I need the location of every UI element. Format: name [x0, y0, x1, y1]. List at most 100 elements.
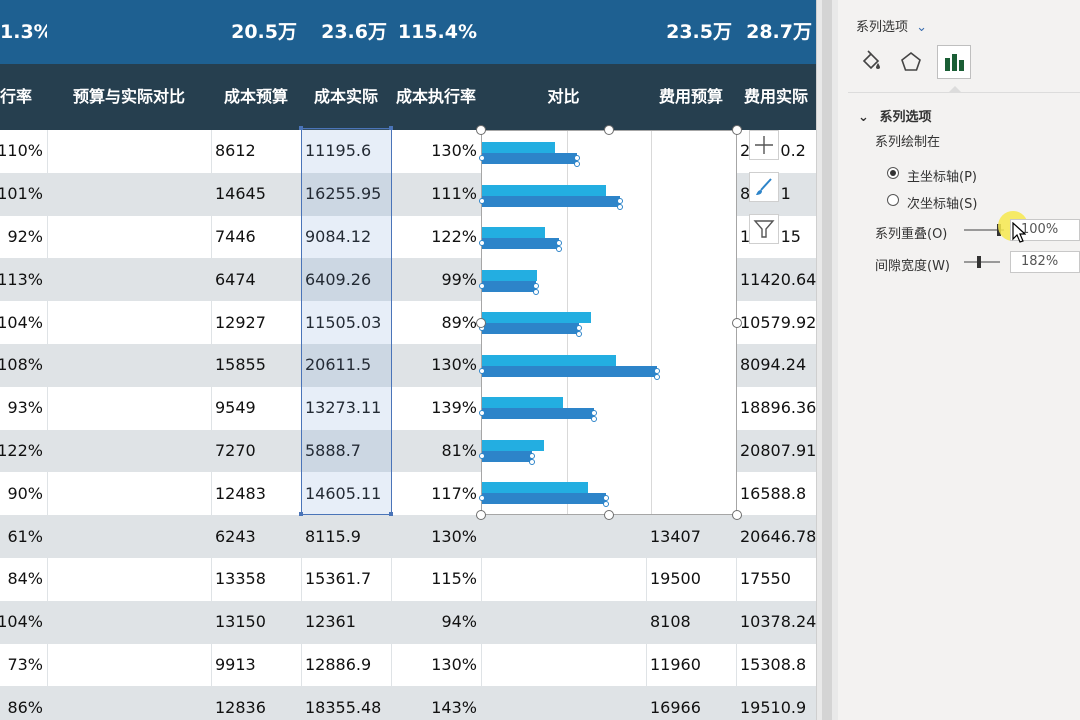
column-header[interactable]: 成本实际 — [313, 87, 378, 106]
bar-cost-budget[interactable] — [482, 397, 563, 409]
table-cell[interactable]: 6243 — [215, 526, 256, 546]
bar-cost-actual[interactable] — [482, 493, 606, 505]
table-cell[interactable]: 8094.24 — [740, 355, 807, 375]
bar-cost-budget[interactable] — [482, 439, 544, 451]
data-point-marker[interactable] — [533, 288, 540, 295]
column-header[interactable]: 成本执行率 — [395, 87, 476, 106]
table-cell[interactable]: 13150 — [215, 612, 266, 632]
table-cell[interactable]: 12361 — [305, 612, 356, 632]
bar-cost-actual[interactable] — [482, 238, 559, 250]
data-point-marker[interactable] — [528, 458, 535, 465]
table-cell[interactable]: 11960 — [650, 654, 701, 674]
table-cell[interactable]: 14605.11 — [305, 483, 382, 503]
table-cell[interactable]: 12927 — [215, 312, 266, 332]
bar-cost-budget[interactable] — [482, 142, 555, 153]
table-cell[interactable]: 7270 — [215, 440, 256, 460]
resize-handle[interactable] — [732, 125, 742, 135]
data-point-marker[interactable] — [479, 367, 485, 374]
chart-elements-button[interactable] — [749, 130, 779, 160]
table-cell[interactable]: 115% — [431, 569, 477, 589]
overlap-input[interactable]: 100% — [1010, 219, 1080, 241]
table-cell[interactable]: 84% — [7, 569, 43, 589]
table-cell[interactable]: 7446 — [215, 226, 256, 246]
resize-handle[interactable] — [732, 510, 742, 520]
resize-handle[interactable] — [732, 317, 742, 328]
table-cell[interactable]: 9549 — [215, 398, 256, 418]
summary-cell[interactable]: 115.4% — [397, 20, 477, 43]
table-cell[interactable]: 8612 — [215, 141, 256, 161]
bar-cost-actual[interactable] — [482, 280, 537, 292]
table-cell[interactable]: 15855 — [215, 355, 266, 375]
table-cell[interactable]: 13407 — [650, 526, 701, 546]
chart-styles-button[interactable] — [749, 172, 779, 202]
data-point-marker[interactable] — [616, 197, 623, 204]
table-cell[interactable]: 101% — [0, 184, 43, 204]
data-point-marker[interactable] — [533, 282, 540, 289]
table-cell[interactable]: 73% — [7, 654, 43, 674]
table-cell[interactable]: 16255.95 — [305, 184, 382, 204]
secondary-axis-radio[interactable] — [887, 194, 899, 206]
data-point-marker[interactable] — [555, 246, 562, 253]
summary-cell[interactable]: 28.7万 — [746, 20, 812, 43]
data-point-marker[interactable] — [616, 203, 623, 210]
primary-axis-radio[interactable] — [887, 167, 899, 179]
bar-cost-actual[interactable] — [482, 365, 657, 377]
gap-width-slider[interactable] — [964, 254, 1004, 270]
bar-cost-budget[interactable] — [482, 227, 546, 239]
resize-handle[interactable] — [604, 125, 614, 135]
bar-cost-actual[interactable] — [482, 408, 595, 420]
table-cell[interactable]: 9084.12 — [305, 226, 372, 246]
table-cell[interactable]: 19500 — [650, 569, 701, 589]
column-header[interactable]: 预算与实际对比 — [72, 87, 185, 106]
table-cell[interactable]: 16966 — [650, 697, 701, 717]
table-cell[interactable]: 117% — [431, 483, 477, 503]
bar-cost-budget[interactable] — [482, 354, 617, 366]
table-cell[interactable]: 139% — [431, 398, 477, 418]
data-point-marker[interactable] — [479, 197, 485, 204]
summary-cell[interactable]: 1.3% — [0, 20, 47, 43]
table-cell[interactable]: 104% — [0, 312, 43, 332]
table-cell[interactable]: 104% — [0, 612, 43, 632]
range-handle[interactable] — [389, 512, 393, 517]
bar-cost-actual[interactable] — [482, 195, 620, 207]
resize-handle[interactable] — [476, 317, 486, 328]
summary-cell[interactable]: 23.6万 — [321, 20, 387, 43]
column-header[interactable]: 对比 — [547, 87, 580, 106]
table-cell[interactable]: 12886.9 — [305, 654, 372, 674]
column-header[interactable]: 成本预算 — [223, 87, 288, 106]
summary-cell[interactable]: 23.5万 — [666, 20, 732, 43]
table-cell[interactable]: 8108 — [650, 612, 691, 632]
table-cell[interactable]: 90% — [7, 483, 43, 503]
table-cell[interactable]: 20807.91 — [740, 440, 816, 460]
table-cell[interactable]: 20611.5 — [305, 355, 372, 375]
bar-cost-budget[interactable] — [482, 312, 592, 324]
table-cell[interactable]: 13273.11 — [305, 398, 382, 418]
table-cell[interactable]: 99% — [441, 269, 477, 289]
table-cell[interactable]: 16588.8 — [740, 483, 807, 503]
data-point-marker[interactable] — [479, 155, 485, 161]
range-handle[interactable] — [389, 126, 393, 130]
table-cell[interactable]: 130% — [431, 654, 477, 674]
data-point-marker[interactable] — [591, 416, 598, 423]
table-cell[interactable]: 19510.9 — [740, 697, 807, 717]
table-cell[interactable]: 94% — [441, 612, 477, 632]
table-cell[interactable]: 111% — [431, 184, 477, 204]
table-cell[interactable]: 81% — [441, 440, 477, 460]
bar-cost-budget[interactable] — [482, 269, 537, 281]
bar-cost-budget[interactable] — [482, 482, 588, 494]
chart-filters-button[interactable] — [749, 214, 779, 244]
bar-cost-actual[interactable] — [482, 323, 580, 335]
table-cell[interactable]: 18896.36 — [740, 398, 816, 418]
table-cell[interactable]: 92% — [7, 226, 43, 246]
table-cell[interactable]: 5888.7 — [305, 440, 361, 460]
table-cell[interactable]: 143% — [431, 697, 477, 717]
table-cell[interactable]: 130% — [431, 355, 477, 375]
table-cell[interactable]: 10579.92 — [740, 312, 816, 332]
table-cell[interactable]: 93% — [7, 398, 43, 418]
bar-cost-budget[interactable] — [482, 184, 606, 196]
table-cell[interactable]: 108% — [0, 355, 43, 375]
data-point-marker[interactable] — [602, 495, 609, 502]
data-point-marker[interactable] — [479, 495, 485, 502]
table-cell[interactable]: 110% — [0, 141, 43, 161]
data-point-marker[interactable] — [602, 501, 609, 508]
